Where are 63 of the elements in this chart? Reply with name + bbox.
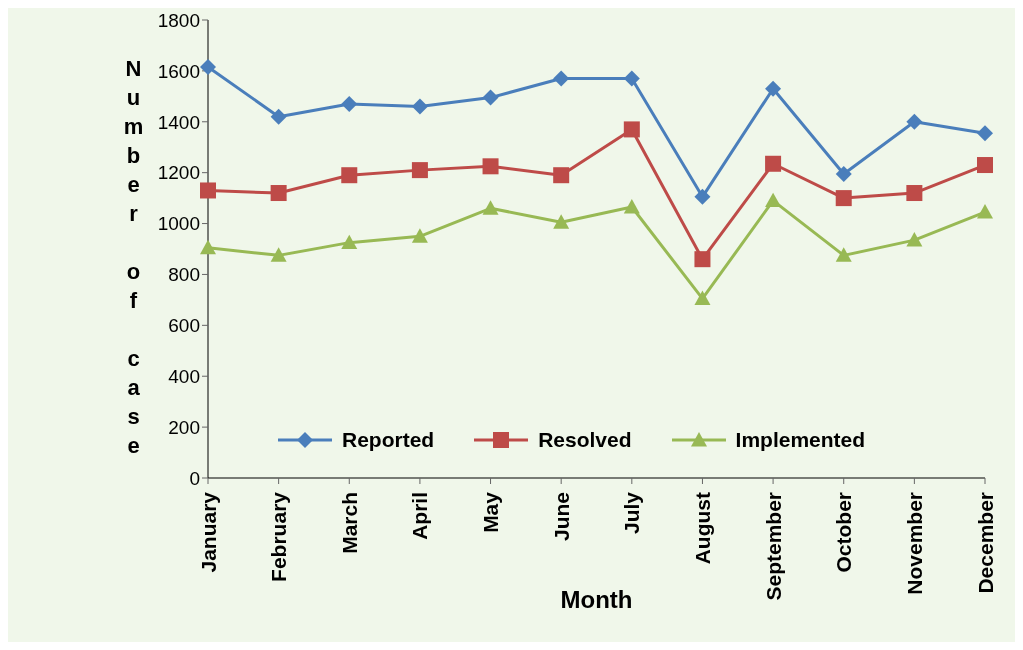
point xyxy=(906,185,923,202)
point xyxy=(553,70,570,87)
point xyxy=(341,95,358,112)
point xyxy=(623,121,640,138)
point xyxy=(200,239,216,255)
point xyxy=(270,247,287,262)
point xyxy=(977,157,993,174)
legend-label: Implemented xyxy=(735,428,866,452)
y-tick-label: 1000 xyxy=(157,213,200,235)
x-tick-label: July xyxy=(620,491,644,535)
y-tick-label: 200 xyxy=(168,416,200,438)
point xyxy=(411,228,428,243)
y-tick-label: 400 xyxy=(168,365,200,387)
y-tick-label: 1600 xyxy=(157,60,200,82)
x-tick-label: December xyxy=(973,492,997,594)
legend-label: Resolved xyxy=(538,428,632,452)
point xyxy=(341,234,358,250)
x-tick-label: June xyxy=(549,492,573,542)
x-tick-label: October xyxy=(832,492,856,573)
x-tick-label: November xyxy=(902,492,926,595)
point xyxy=(765,192,782,208)
point xyxy=(482,158,499,175)
x-tick-label: May xyxy=(479,491,503,533)
point xyxy=(694,251,711,268)
point xyxy=(411,162,428,179)
point xyxy=(482,200,499,215)
point xyxy=(977,125,993,142)
point xyxy=(200,59,216,76)
point xyxy=(411,98,428,115)
point xyxy=(200,182,216,199)
y-tick-label: 1800 xyxy=(157,9,200,31)
point xyxy=(270,108,287,125)
legend-label: Reported xyxy=(342,428,435,452)
point xyxy=(835,247,852,262)
point xyxy=(553,167,570,184)
x-tick-label: September xyxy=(761,492,785,601)
y-tick-label: 1400 xyxy=(157,111,200,133)
point xyxy=(270,185,287,202)
point xyxy=(341,167,358,184)
point xyxy=(977,204,993,219)
y-tick-label: 0 xyxy=(189,467,200,489)
y-tick-label: 600 xyxy=(168,315,200,337)
point xyxy=(482,89,499,106)
point xyxy=(553,214,570,229)
point xyxy=(835,190,852,207)
point xyxy=(694,290,711,306)
x-tick-label: February xyxy=(267,491,291,582)
x-tick-label: March xyxy=(337,492,361,554)
y-tick-label: 1200 xyxy=(157,162,200,184)
x-axis-title: Month xyxy=(560,586,633,613)
point xyxy=(906,113,923,130)
point xyxy=(765,155,782,172)
x-tick-label: August xyxy=(690,492,714,565)
point xyxy=(623,70,640,87)
point xyxy=(765,80,782,97)
point xyxy=(835,165,852,182)
x-tick-label: April xyxy=(408,492,432,540)
point xyxy=(906,232,923,247)
point xyxy=(694,188,711,205)
y-axis-title: Number of case xyxy=(120,56,146,462)
point xyxy=(623,199,640,214)
x-tick-label: January xyxy=(196,491,220,573)
y-tick-label: 800 xyxy=(168,264,200,286)
